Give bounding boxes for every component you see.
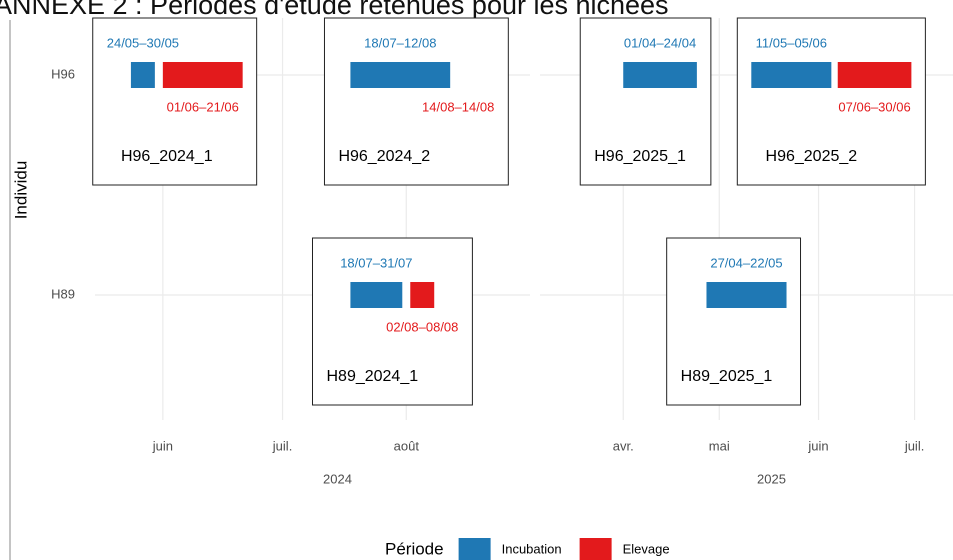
x-tick-label: mai bbox=[709, 438, 730, 453]
period-label: 24/05–30/05 bbox=[107, 35, 179, 50]
nest-label: H89_2024_1 bbox=[326, 368, 418, 385]
legend-swatch bbox=[579, 538, 612, 560]
nest-label: H96_2025_1 bbox=[594, 148, 686, 165]
panel-label: 2024 bbox=[323, 471, 352, 486]
x-tick-label: juin bbox=[807, 438, 828, 453]
nest: 18/07–12/08 14/08–14/08 H96_2024_2 bbox=[323, 17, 509, 186]
period-bar bbox=[410, 282, 435, 308]
period-bar bbox=[751, 62, 832, 88]
period-bar bbox=[837, 62, 912, 88]
x-tick-label: juil. bbox=[904, 438, 925, 453]
nest: 01/04–24/04 H96_2025_1 bbox=[579, 17, 712, 186]
period-label: 18/07–31/07 bbox=[340, 255, 412, 270]
nest: 11/05–05/06 07/06–30/06 H96_2025_2 bbox=[736, 17, 926, 186]
y-axis-label: Individu bbox=[11, 161, 30, 220]
nest: 24/05–30/05 01/06–21/06 H96_2024_1 bbox=[92, 17, 258, 186]
period-bar bbox=[350, 62, 451, 88]
period-bar bbox=[706, 282, 787, 308]
nest: 27/04–22/05 H89_2025_1 bbox=[666, 237, 802, 406]
period-label: 07/06–30/06 bbox=[838, 99, 910, 114]
nest-label: H89_2025_1 bbox=[681, 368, 773, 385]
nest-box bbox=[311, 237, 473, 406]
legend-label: Elevage bbox=[623, 541, 670, 556]
x-tick-label: avr. bbox=[613, 438, 634, 453]
period-bar bbox=[623, 62, 697, 88]
x-tick-label: juil. bbox=[272, 438, 293, 453]
period-label: 14/08–14/08 bbox=[422, 99, 494, 114]
nest-label: H96_2025_2 bbox=[766, 148, 858, 165]
panel-label: 2025 bbox=[757, 471, 786, 486]
period-label: 01/04–24/04 bbox=[624, 35, 696, 50]
nest-label: H96_2024_2 bbox=[338, 148, 430, 165]
period-label: 02/08–08/08 bbox=[386, 319, 458, 334]
period-bar bbox=[130, 62, 155, 88]
period-bar bbox=[350, 282, 403, 308]
period-bar bbox=[162, 62, 243, 88]
period-label: 11/05–05/06 bbox=[756, 35, 827, 50]
nest-box bbox=[92, 17, 258, 186]
nest-box bbox=[579, 17, 712, 186]
nest-box bbox=[666, 237, 802, 406]
period-label: 01/06–21/06 bbox=[167, 99, 239, 114]
nest-label: H96_2024_1 bbox=[121, 148, 213, 165]
legend-swatch bbox=[458, 538, 491, 560]
legend-title: Période bbox=[385, 539, 444, 558]
legend-label: Incubation bbox=[502, 541, 562, 556]
x-tick-label: août bbox=[394, 438, 420, 453]
period-label: 18/07–12/08 bbox=[364, 35, 436, 50]
legend: Période Incubation Elevage bbox=[385, 538, 670, 560]
y-tick-label: H96 bbox=[51, 66, 75, 81]
nest: 18/07–31/07 02/08–08/08 H89_2024_1 bbox=[311, 237, 473, 406]
nest-box bbox=[736, 17, 926, 186]
nest-box bbox=[323, 17, 509, 186]
chart-title: ANNEXE 2 : Périodes d'étude retenues pou… bbox=[0, 0, 669, 20]
period-label: 27/04–22/05 bbox=[710, 255, 782, 270]
y-tick-label: H89 bbox=[51, 286, 75, 301]
x-tick-label: juin bbox=[152, 438, 173, 453]
